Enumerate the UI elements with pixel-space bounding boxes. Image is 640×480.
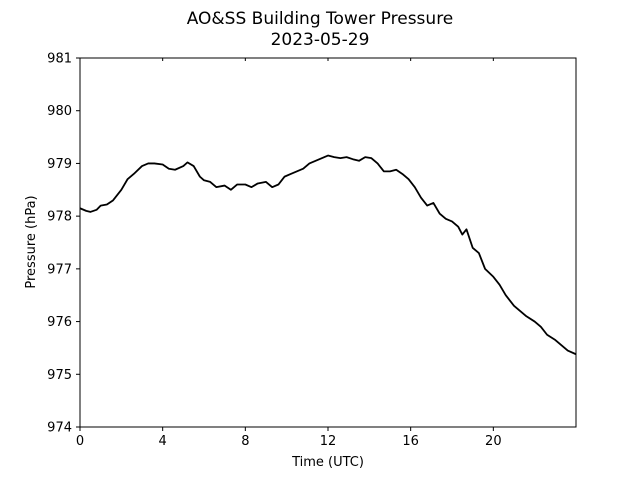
y-tick-label: 979 xyxy=(47,157,72,172)
x-tick-label: 16 xyxy=(402,434,419,449)
chart-subtitle: 2023-05-29 xyxy=(271,30,370,50)
pressure-series-line xyxy=(79,154,577,356)
y-tick-label: 981 xyxy=(47,52,72,67)
y-tick-label: 976 xyxy=(47,315,72,330)
x-tick-label: 8 xyxy=(241,434,249,449)
y-tick-label: 977 xyxy=(47,262,72,277)
y-tick-label: 975 xyxy=(47,368,72,383)
y-axis: 974 975 976 977 978 979 980 981 xyxy=(47,52,80,436)
x-tick-label: 0 xyxy=(76,434,84,449)
y-tick-label: 980 xyxy=(47,104,72,119)
plot-area xyxy=(79,57,577,428)
x-tick-label: 12 xyxy=(320,434,337,449)
plot-frame xyxy=(79,57,577,428)
x-tick-label: 20 xyxy=(485,434,502,449)
y-axis-label: Pressure (hPa) xyxy=(24,195,39,288)
x-tick-label: 4 xyxy=(159,434,167,449)
chart-title: AO&SS Building Tower Pressure xyxy=(187,9,454,29)
y-tick-label: 978 xyxy=(47,210,72,225)
x-axis-label: Time (UTC) xyxy=(291,455,364,470)
y-tick-label: 974 xyxy=(47,421,72,436)
x-axis: 0 4 8 12 16 20 xyxy=(76,58,502,449)
